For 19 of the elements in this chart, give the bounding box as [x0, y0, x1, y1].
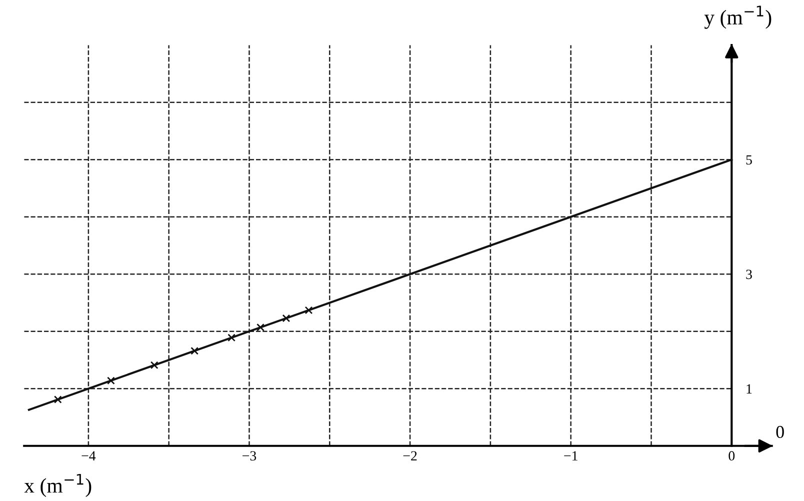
- y-tick-label: 1: [746, 384, 752, 394]
- x-tick-label: −3: [242, 451, 256, 461]
- x-axis-title: x (m$^{−1}$): [24, 474, 92, 497]
- x-tick-label: −4: [82, 451, 96, 460]
- y-tick-label: 5: [746, 155, 752, 165]
- y-tick-label: 3: [746, 270, 752, 280]
- point: [107, 376, 115, 385]
- y-axis-title: y (m$^{−1}$): [704, 6, 772, 29]
- point: [282, 314, 290, 322]
- point: [228, 334, 236, 342]
- point: [150, 361, 158, 370]
- x-tick-label: −1: [564, 451, 578, 460]
- point: [190, 346, 199, 355]
- point: [304, 306, 313, 314]
- point: [256, 323, 264, 332]
- x-tick-label: 0: [728, 451, 735, 461]
- point: [54, 396, 62, 404]
- text: 0: [776, 426, 784, 438]
- x-tick-label: −2: [403, 451, 417, 460]
